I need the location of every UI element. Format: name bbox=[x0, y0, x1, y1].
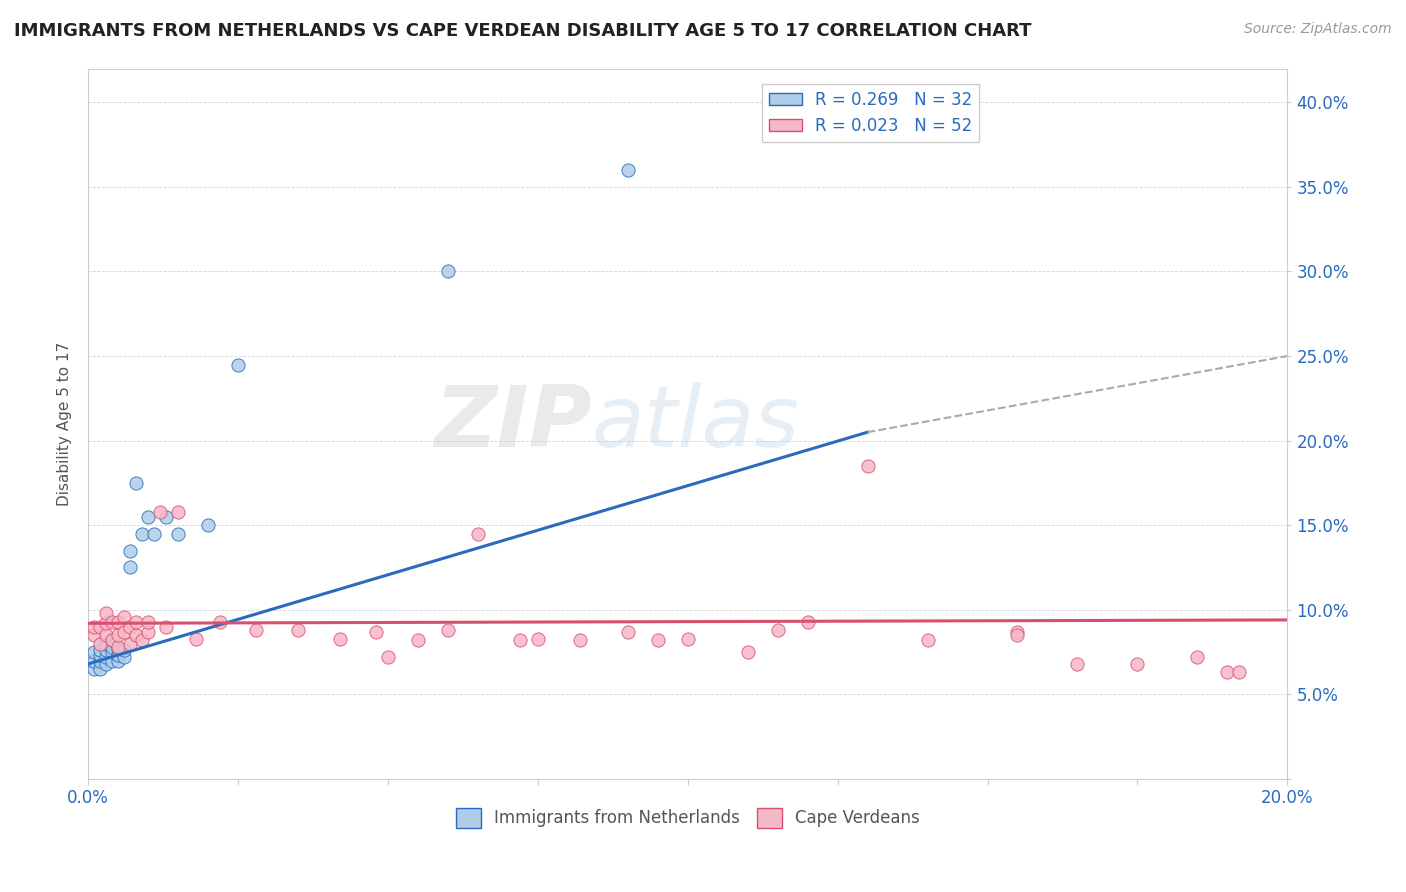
Point bbox=[136, 624, 159, 639]
Point bbox=[94, 643, 117, 657]
Text: Source: ZipAtlas.com: Source: ZipAtlas.com bbox=[1244, 22, 1392, 37]
Point bbox=[107, 628, 129, 642]
Point bbox=[1126, 657, 1149, 671]
Point bbox=[467, 526, 489, 541]
Point bbox=[125, 628, 148, 642]
Point bbox=[1227, 665, 1250, 680]
Point bbox=[107, 641, 129, 656]
Point bbox=[184, 632, 207, 646]
Point bbox=[83, 628, 105, 642]
Point bbox=[245, 623, 267, 637]
Point bbox=[89, 653, 111, 667]
Point bbox=[101, 633, 124, 648]
Point bbox=[616, 163, 638, 178]
Point bbox=[527, 632, 550, 646]
Point bbox=[1007, 624, 1029, 639]
Point bbox=[131, 526, 153, 541]
Text: atlas: atlas bbox=[592, 382, 800, 466]
Point bbox=[125, 615, 148, 629]
Point bbox=[89, 648, 111, 663]
Point bbox=[120, 560, 142, 574]
Point bbox=[1216, 665, 1239, 680]
Point bbox=[120, 637, 142, 651]
Point bbox=[226, 358, 249, 372]
Point bbox=[107, 648, 129, 663]
Point bbox=[766, 623, 789, 637]
Point bbox=[94, 650, 117, 665]
Point bbox=[509, 633, 531, 648]
Point bbox=[125, 475, 148, 490]
Point bbox=[329, 632, 352, 646]
Point bbox=[737, 645, 759, 659]
Point bbox=[94, 606, 117, 620]
Point bbox=[209, 615, 232, 629]
Point bbox=[647, 633, 669, 648]
Point bbox=[101, 645, 124, 659]
Point bbox=[287, 623, 309, 637]
Point bbox=[101, 633, 124, 648]
Point bbox=[155, 620, 177, 634]
Point bbox=[856, 458, 879, 473]
Point bbox=[136, 509, 159, 524]
Point bbox=[917, 633, 939, 648]
Point bbox=[107, 653, 129, 667]
Point bbox=[796, 615, 818, 629]
Point bbox=[89, 620, 111, 634]
Point bbox=[616, 624, 638, 639]
Point bbox=[1187, 650, 1209, 665]
Point bbox=[143, 526, 166, 541]
Text: ZIP: ZIP bbox=[434, 382, 592, 466]
Point bbox=[120, 543, 142, 558]
Legend: Immigrants from Netherlands, Cape Verdeans: Immigrants from Netherlands, Cape Verdea… bbox=[449, 801, 927, 835]
Y-axis label: Disability Age 5 to 17: Disability Age 5 to 17 bbox=[58, 342, 72, 506]
Point bbox=[94, 637, 117, 651]
Point bbox=[107, 640, 129, 654]
Point bbox=[1066, 657, 1088, 671]
Point bbox=[112, 624, 135, 639]
Point bbox=[94, 657, 117, 671]
Point bbox=[112, 643, 135, 657]
Point bbox=[155, 509, 177, 524]
Point bbox=[120, 620, 142, 634]
Point bbox=[112, 650, 135, 665]
Point bbox=[149, 505, 172, 519]
Point bbox=[197, 518, 219, 533]
Point bbox=[167, 505, 190, 519]
Point bbox=[89, 662, 111, 676]
Point bbox=[1007, 628, 1029, 642]
Point bbox=[406, 633, 429, 648]
Point bbox=[112, 609, 135, 624]
Point bbox=[131, 633, 153, 648]
Point bbox=[83, 645, 105, 659]
Point bbox=[83, 620, 105, 634]
Text: IMMIGRANTS FROM NETHERLANDS VS CAPE VERDEAN DISABILITY AGE 5 TO 17 CORRELATION C: IMMIGRANTS FROM NETHERLANDS VS CAPE VERD… bbox=[14, 22, 1032, 40]
Point bbox=[94, 628, 117, 642]
Point bbox=[437, 623, 460, 637]
Point bbox=[377, 650, 399, 665]
Point bbox=[136, 615, 159, 629]
Point bbox=[676, 632, 699, 646]
Point bbox=[83, 653, 105, 667]
Point bbox=[437, 264, 460, 278]
Point bbox=[101, 653, 124, 667]
Point bbox=[89, 643, 111, 657]
Point bbox=[167, 526, 190, 541]
Point bbox=[568, 633, 591, 648]
Point bbox=[101, 615, 124, 629]
Point bbox=[83, 662, 105, 676]
Point bbox=[89, 637, 111, 651]
Point bbox=[94, 616, 117, 631]
Point bbox=[101, 640, 124, 654]
Point bbox=[107, 615, 129, 629]
Point bbox=[364, 624, 387, 639]
